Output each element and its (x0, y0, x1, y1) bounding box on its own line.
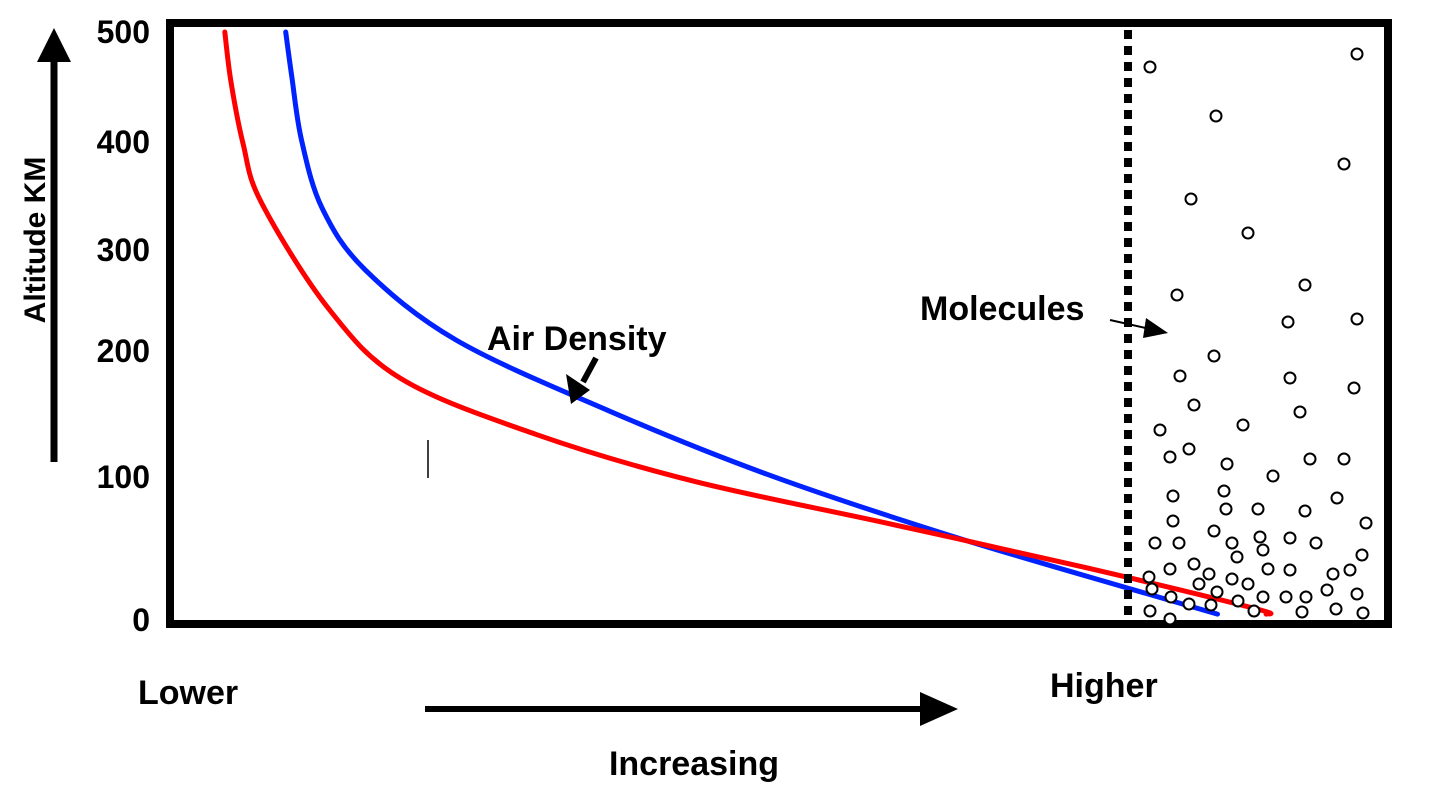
molecule-circle (1299, 590, 1313, 604)
molecule-circle (1182, 597, 1196, 611)
molecule-circle (1241, 226, 1255, 240)
molecule-circle (1266, 469, 1280, 483)
molecule-circle (1166, 489, 1180, 503)
molecule-circle (1261, 562, 1275, 576)
molecule-circle (1143, 604, 1157, 618)
x-start-label: Lower (138, 674, 238, 712)
molecule-circle (1330, 491, 1344, 505)
molecule-circle (1163, 450, 1177, 464)
blue-density-curve (283, 29, 1220, 617)
molecule-circle (1207, 349, 1221, 363)
molecule-circle (1241, 577, 1255, 591)
molecule-circle (1320, 583, 1334, 597)
molecule-circle (1350, 312, 1364, 326)
molecule-circle (1204, 598, 1218, 612)
molecule-circle (1337, 452, 1351, 466)
y-tick-labels: 500 400 300 200 100 0 (97, 14, 150, 638)
molecule-circle (1298, 278, 1312, 292)
molecule-circle (1283, 563, 1297, 577)
molecule-circle (1283, 531, 1297, 545)
molecule-circle (1184, 192, 1198, 206)
molecule-circle (1247, 604, 1261, 618)
molecule-circle (1207, 524, 1221, 538)
molecule-circle (1163, 612, 1177, 626)
increasing-arrow-head (920, 692, 958, 726)
molecule-circle (1359, 516, 1373, 530)
molecule-circle (1225, 572, 1239, 586)
molecule-circle (1309, 536, 1323, 550)
molecule-circle (1187, 557, 1201, 571)
molecule-circle (1283, 371, 1297, 385)
molecule-circle (1170, 288, 1184, 302)
molecule-circle (1220, 457, 1234, 471)
molecule-circle (1298, 504, 1312, 518)
molecule-circle (1279, 590, 1293, 604)
molecule-circle (1219, 502, 1233, 516)
molecule-circle (1329, 602, 1343, 616)
molecule-circle (1281, 315, 1295, 329)
altitude-axis-arrow-head (37, 28, 71, 62)
molecule-circle (1326, 567, 1340, 581)
molecule-circle (1163, 562, 1177, 576)
molecule-circle (1209, 109, 1223, 123)
air-density-label: Air Density (487, 320, 667, 358)
molecule-circle (1253, 530, 1267, 544)
molecule-circle (1166, 514, 1180, 528)
molecule-circle (1210, 585, 1224, 599)
molecule-circle (1192, 577, 1206, 591)
molecule-circle (1347, 381, 1361, 395)
molecule-circle (1182, 442, 1196, 456)
red-density-curve (222, 29, 1274, 617)
molecule-circle (1230, 550, 1244, 564)
molecule-circle (1295, 605, 1309, 619)
y-tick-label: 200 (97, 333, 150, 369)
molecule-circle (1356, 606, 1370, 620)
molecule-circle (1303, 452, 1317, 466)
molecule-circle (1355, 548, 1369, 562)
molecule-circle (1173, 369, 1187, 383)
air-density-arrow-head (566, 374, 590, 404)
molecule-circle (1236, 418, 1250, 432)
molecule-circle (1293, 405, 1307, 419)
molecule-circle (1202, 567, 1216, 581)
y-tick-label: 400 (97, 124, 150, 160)
molecule-circle (1350, 47, 1364, 61)
molecule-circle (1187, 398, 1201, 412)
molecule-circle (1256, 543, 1270, 557)
molecule-circle (1225, 536, 1239, 550)
molecule-circle (1172, 536, 1186, 550)
molecule-circle (1350, 587, 1364, 601)
molecule-circle (1145, 582, 1159, 596)
molecule-circle (1251, 502, 1265, 516)
molecules-label: Molecules (920, 290, 1084, 328)
y-tick-label: 0 (132, 602, 150, 638)
molecule-circle (1231, 594, 1245, 608)
air-density-arrow-shaft (580, 356, 599, 384)
molecule-circle (1142, 570, 1156, 584)
curves (222, 29, 1274, 617)
molecule-circle (1337, 157, 1351, 171)
y-tick-label: 300 (97, 232, 150, 268)
molecule-circle (1217, 484, 1231, 498)
molecule-circles (1142, 47, 1373, 626)
molecule-circle (1148, 536, 1162, 550)
molecule-circle (1343, 563, 1357, 577)
plot-frame (166, 19, 1392, 628)
y-tick-label: 100 (97, 459, 150, 495)
molecule-circle (1143, 60, 1157, 74)
molecule-circle (1256, 590, 1270, 604)
molecules-arrow-head (1143, 318, 1168, 338)
y-axis-label: Altitude KM (19, 157, 52, 324)
x-end-label: Higher (1050, 667, 1158, 705)
molecule-circle (1153, 423, 1167, 437)
y-tick-label: 500 (97, 14, 150, 50)
molecule-circle (1164, 590, 1178, 604)
molecules-arrow-shaft (1109, 319, 1151, 330)
x-axis-label: Increasing (609, 745, 779, 783)
